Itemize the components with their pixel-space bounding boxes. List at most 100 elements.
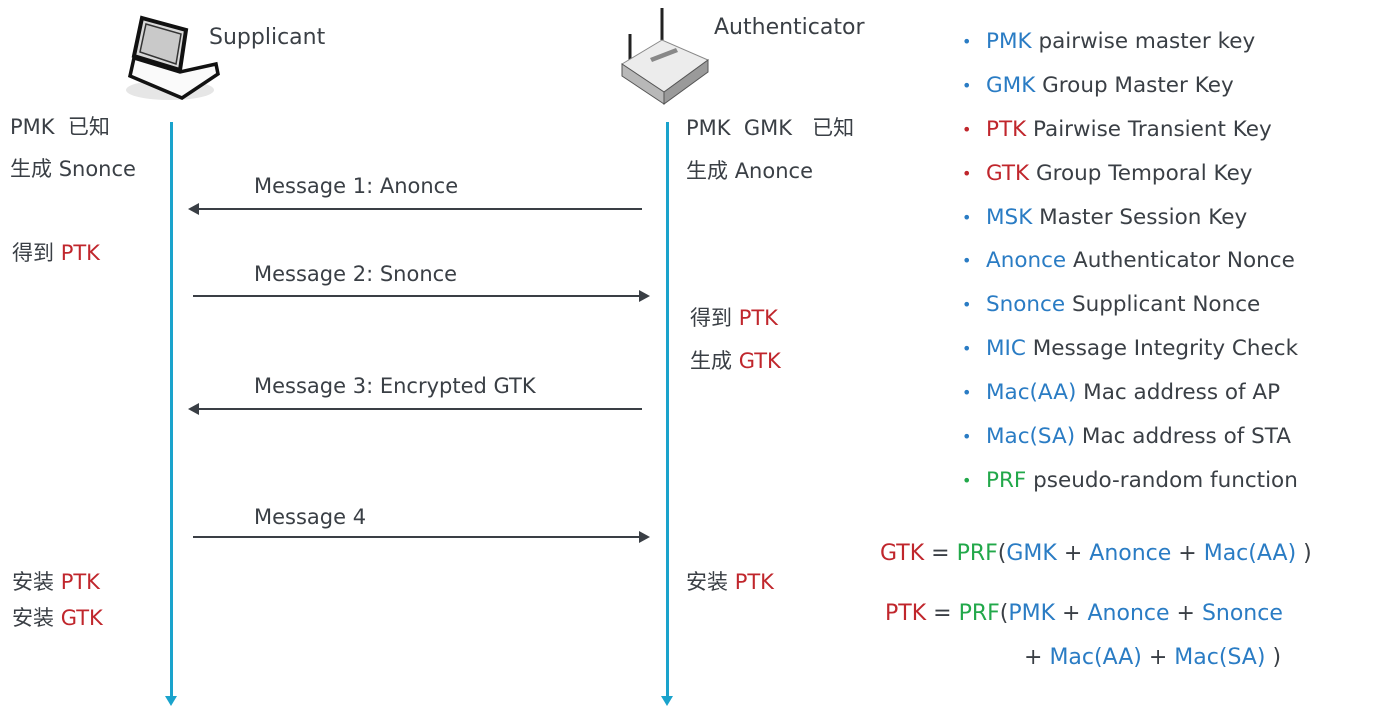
supplicant-note: 得到 PTK	[12, 240, 100, 266]
text-segment: 已知	[67, 115, 110, 139]
legend-item: • Mac(SA) Mac address of STA	[962, 423, 1298, 467]
text-segment: GMK	[1006, 541, 1057, 566]
legend: • PMK pairwise master key • GMK Group Maste…	[962, 28, 1298, 511]
legend-term: PRF	[986, 467, 1027, 493]
text-segment: PRF	[956, 541, 998, 566]
legend-term: PMK	[986, 29, 1032, 54]
message-2-label: Message 2: Snonce	[254, 262, 458, 286]
text-segment: PTK	[60, 241, 100, 265]
legend-item: • GTK Group Temporal Key	[962, 160, 1298, 204]
legend-item: • MSK Master Session Key	[962, 204, 1298, 248]
legend-item: • Mac(AA) Mac address of AP	[962, 379, 1298, 423]
text-segment: PMK	[1008, 601, 1056, 626]
text-segment: )	[1265, 645, 1282, 670]
text-segment: Anonce	[1089, 541, 1172, 566]
legend-term: MSK	[986, 204, 1033, 230]
bullet-icon: •	[962, 470, 972, 490]
text-segment: (	[997, 541, 1007, 566]
bullet-icon: •	[962, 383, 972, 403]
legend-description: pseudo-random function	[1026, 467, 1298, 493]
supplicant-note: PMK 已知	[10, 114, 110, 140]
text-segment: Mac(SA)	[1174, 645, 1266, 670]
authenticator-title: Authenticator	[714, 15, 865, 40]
text-segment: 得到	[690, 306, 739, 330]
ptk-formula-continued: + Mac(AA) + Mac(SA) )	[1024, 645, 1281, 671]
text-segment: PTK	[734, 570, 774, 594]
text-segment: PTK	[60, 570, 100, 594]
text-segment: 生成	[690, 349, 739, 373]
legend-item: • PTK Pairwise Transient Key	[962, 116, 1298, 160]
text-segment: 生成	[686, 159, 735, 183]
authenticator-note: 安装 PTK	[686, 569, 774, 595]
legend-description: Master Session Key	[1032, 204, 1248, 230]
legend-item: • Anonce Authenticator Nonce	[962, 247, 1298, 291]
authenticator-note: 得到 PTK	[690, 305, 778, 331]
supplicant-title: Supplicant	[209, 25, 326, 50]
text-segment: 生成	[10, 157, 59, 181]
text-segment: +	[1024, 645, 1050, 670]
text-segment: Snonce	[1201, 601, 1283, 626]
legend-description: Message Integrity Check	[1025, 336, 1299, 362]
legend-term: GTK	[986, 160, 1030, 186]
bullet-icon: •	[962, 163, 972, 183]
legend-description: Mac address of STA	[1075, 424, 1291, 450]
bullet-icon: •	[962, 251, 972, 271]
supplicant-note: 生成 Snonce	[10, 156, 136, 182]
legend-description: pairwise master key	[1031, 29, 1256, 54]
message-3-label: Message 3: Encrypted GTK	[254, 374, 536, 398]
text-segment: GTK	[738, 349, 781, 373]
text-segment: 安装	[686, 570, 735, 594]
authenticator-note: 生成 GTK	[690, 348, 781, 374]
authenticator-note: PMK GMK 已知	[686, 115, 854, 141]
text-segment: 已知	[812, 116, 855, 140]
bullet-icon: •	[962, 32, 972, 51]
text-segment: Mac(AA)	[1049, 645, 1142, 670]
legend-description: Group Master Key	[1035, 72, 1234, 98]
message-4-label: Message 4	[254, 505, 367, 529]
bullet-icon: •	[962, 339, 972, 359]
legend-description: Group Temporal Key	[1029, 160, 1253, 186]
authenticator-note: 生成 Anonce	[686, 158, 813, 184]
text-segment: Anonce	[1087, 601, 1170, 626]
legend-item: • PRF pseudo-random function	[962, 467, 1298, 511]
supplicant-note: 安装 GTK	[12, 605, 103, 631]
text-segment: +	[1055, 601, 1088, 626]
text-segment: (	[999, 601, 1009, 626]
authenticator-lifeline	[661, 122, 673, 706]
text-segment: 安装	[12, 570, 61, 594]
text-segment: +	[1169, 601, 1202, 626]
supplicant-lifeline	[165, 122, 177, 706]
legend-description: Supplicant Nonce	[1065, 292, 1261, 318]
bullet-icon: •	[962, 295, 972, 315]
text-segment: =	[926, 601, 959, 626]
legend-item: • GMK Group Master Key	[962, 72, 1298, 116]
router-icon	[621, 8, 710, 105]
supplicant-note: 安装 PTK	[12, 569, 100, 595]
bullet-icon: •	[962, 119, 972, 139]
text-segment: 得到	[12, 241, 61, 265]
text-segment: +	[1056, 541, 1090, 566]
text-segment: PTK	[885, 601, 927, 626]
legend-term: Mac(AA)	[986, 380, 1077, 406]
laptop-icon	[126, 15, 220, 100]
text-segment: +	[1141, 645, 1175, 670]
legend-description: Authenticator Nonce	[1066, 248, 1295, 274]
message-4-arrow	[193, 531, 650, 543]
text-segment: Anonce	[734, 159, 813, 183]
ptk-formula: PTK = PRF(PMK + Anonce + Snonce	[885, 601, 1283, 627]
message-1-arrow	[188, 203, 642, 215]
legend-term: Anonce	[986, 248, 1067, 274]
text-segment: PMK	[10, 115, 68, 139]
legend-description: Mac address of AP	[1076, 380, 1281, 406]
legend-term: PTK	[986, 116, 1027, 142]
bullet-icon: •	[962, 207, 972, 227]
text-segment: GTK	[60, 606, 103, 630]
text-segment: 安装	[12, 606, 61, 630]
legend-item: • Snonce Supplicant Nonce	[962, 291, 1298, 335]
legend-item: • MIC Message Integrity Check	[962, 335, 1298, 379]
text-segment: PMK GMK	[686, 116, 813, 140]
legend-description: Pairwise Transient Key	[1026, 116, 1272, 142]
text-segment: Snonce	[58, 157, 136, 181]
text-segment: +	[1171, 541, 1204, 566]
bullet-icon: •	[962, 427, 972, 447]
